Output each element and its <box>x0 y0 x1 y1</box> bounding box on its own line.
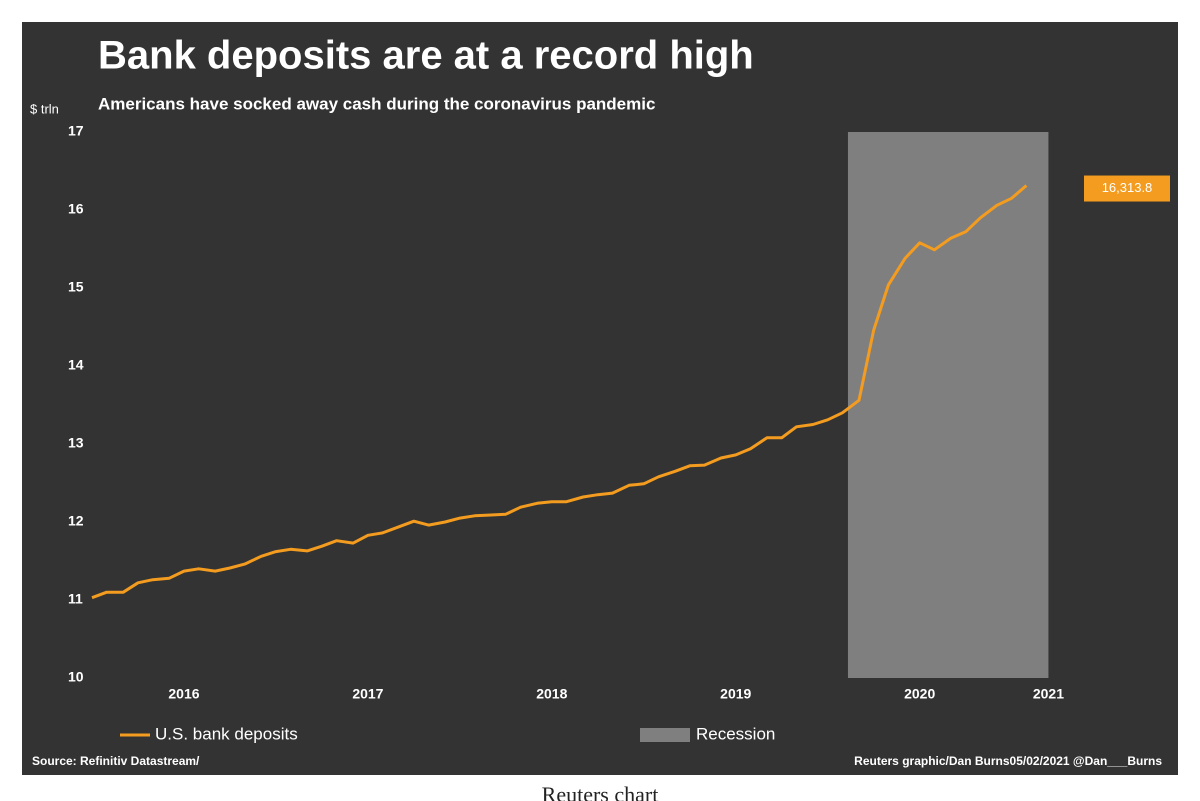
x-tick-label: 2017 <box>352 686 383 702</box>
y-tick-label: 11 <box>68 591 83 607</box>
x-tick-label: 2021 <box>1033 686 1064 702</box>
x-tick-label: 2016 <box>168 686 199 702</box>
source: Source: Refinitiv Datastream/ <box>32 754 200 768</box>
recession-band <box>847 132 1049 678</box>
legend-label: Recession <box>696 724 775 743</box>
y-tick-label: 13 <box>68 435 84 451</box>
value-label-box <box>1084 175 1170 202</box>
legend-label: U.S. bank deposits <box>155 724 298 743</box>
y-axis-label: $ trln <box>30 101 59 116</box>
y-tick-label: 12 <box>68 513 84 529</box>
x-tick-label: 2019 <box>720 686 751 702</box>
data-line <box>91 184 1028 600</box>
caption: Reuters chart <box>542 782 659 801</box>
chart-subtitle: Americans have socked away cash during t… <box>98 94 655 113</box>
legend-swatch <box>640 728 690 742</box>
y-tick-label: 16 <box>68 201 84 217</box>
chart-title: Bank deposits are at a record high <box>98 34 754 78</box>
credit: Reuters graphic/Dan Burns05/02/2021 @Dan… <box>854 754 1162 768</box>
y-tick-label: 14 <box>68 357 84 373</box>
x-tick-label: 2020 <box>904 686 935 702</box>
value-label: 16,313.8 <box>1102 180 1153 195</box>
y-tick-label: 17 <box>68 123 84 139</box>
y-tick-label: 10 <box>68 669 84 685</box>
x-tick-label: 2018 <box>536 686 567 702</box>
y-tick-label: 15 <box>68 279 84 295</box>
